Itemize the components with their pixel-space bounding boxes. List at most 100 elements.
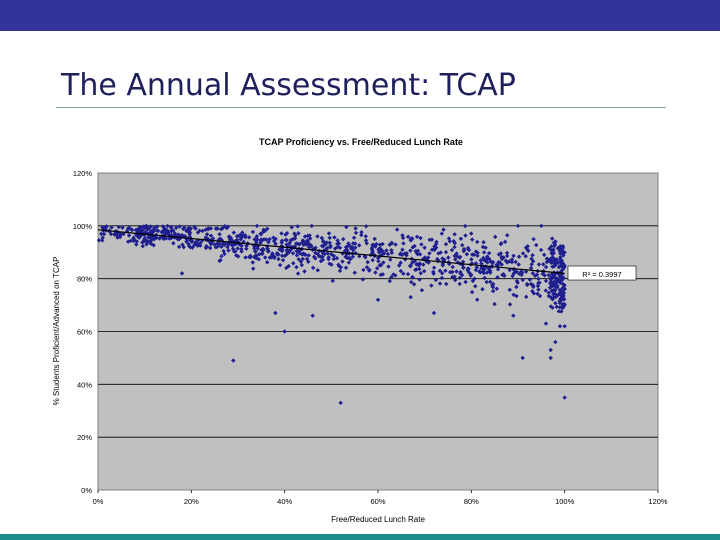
data-point: [550, 291, 556, 297]
data-point: [328, 244, 333, 250]
data-point: [318, 254, 323, 259]
data-point: [432, 244, 437, 249]
data-point: [236, 233, 242, 239]
data-point: [353, 245, 358, 250]
data-point: [284, 231, 290, 236]
data-point: [525, 282, 530, 288]
data-point: [559, 305, 564, 310]
data-point: [469, 257, 474, 262]
data-point: [304, 242, 309, 247]
data-point: [405, 234, 411, 240]
data-point: [221, 248, 226, 254]
data-point: [215, 241, 220, 246]
data-point: [550, 283, 556, 289]
data-point: [404, 253, 409, 258]
data-point: [490, 284, 496, 290]
data-point: [419, 242, 424, 247]
trendline: [97, 229, 565, 274]
data-point: [203, 235, 208, 240]
data-point: [288, 237, 294, 243]
data-point: [325, 251, 330, 256]
data-point: [279, 238, 285, 243]
data-point: [300, 238, 306, 243]
data-point: [553, 294, 559, 300]
data-point: [551, 250, 556, 256]
data-point: [252, 248, 258, 254]
data-point: [507, 302, 513, 307]
data-point: [168, 224, 174, 230]
data-point: [165, 231, 170, 236]
data-point: [131, 235, 136, 241]
data-point: [553, 262, 558, 267]
data-point: [320, 257, 325, 263]
data-point: [549, 250, 554, 256]
data-point: [416, 262, 422, 267]
x-tick-label: 0%: [93, 497, 104, 506]
data-point: [484, 270, 490, 275]
data-point: [259, 251, 265, 257]
data-point: [125, 239, 131, 244]
data-point: [407, 263, 413, 269]
data-point: [284, 242, 289, 247]
data-point: [151, 237, 157, 242]
data-point: [551, 240, 557, 245]
data-point: [171, 228, 176, 233]
data-point: [244, 243, 249, 248]
data-point: [149, 230, 155, 235]
data-point: [230, 243, 235, 248]
data-point: [273, 236, 278, 242]
data-point: [208, 226, 214, 231]
data-point: [560, 302, 565, 307]
data-point: [535, 283, 541, 289]
data-point: [291, 261, 296, 266]
data-point: [409, 236, 414, 241]
data-point: [461, 248, 466, 254]
data-point: [279, 231, 284, 236]
data-point: [486, 266, 491, 271]
data-point: [315, 268, 320, 273]
data-point: [148, 235, 154, 240]
data-point: [261, 248, 266, 253]
data-point: [359, 232, 364, 238]
data-point: [417, 266, 422, 272]
data-point: [195, 238, 201, 243]
data-point: [432, 247, 437, 253]
data-point: [500, 272, 505, 278]
data-point: [267, 236, 272, 242]
data-point: [128, 238, 133, 243]
data-point: [381, 260, 386, 265]
data-point: [173, 225, 179, 231]
data-point: [560, 246, 565, 251]
data-point: [528, 265, 534, 271]
data-point: [386, 264, 391, 269]
data-point: [449, 247, 455, 253]
data-point: [100, 225, 106, 230]
data-point: [265, 260, 270, 265]
data-point: [400, 247, 405, 252]
data-point: [287, 240, 292, 246]
data-point: [454, 269, 459, 274]
data-point: [552, 243, 557, 249]
data-point: [503, 258, 508, 263]
data-point: [464, 251, 470, 257]
data-point: [353, 230, 359, 236]
annotation-box: [567, 265, 637, 281]
data-point: [452, 244, 457, 250]
data-point: [271, 238, 277, 244]
data-point: [346, 260, 352, 265]
data-point: [561, 286, 566, 292]
data-point: [427, 237, 432, 243]
data-point: [187, 231, 192, 237]
data-point: [412, 243, 417, 249]
data-point: [176, 244, 182, 250]
data-point: [298, 259, 304, 264]
data-point: [490, 259, 496, 265]
data-point: [239, 249, 244, 254]
data-point: [273, 310, 278, 316]
data-point: [341, 236, 346, 242]
data-point: [560, 295, 565, 300]
data-point: [335, 238, 340, 243]
y-tick-label: 100%: [73, 222, 93, 231]
data-point: [479, 261, 484, 266]
data-point: [357, 254, 362, 259]
